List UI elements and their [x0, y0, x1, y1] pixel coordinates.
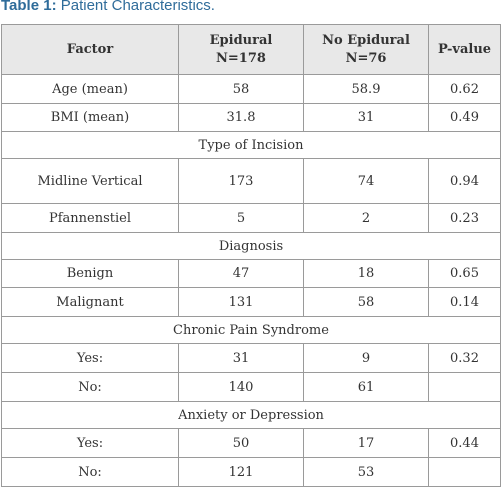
- table-row: No: 140 61: [1, 372, 501, 402]
- cell-pvalue: 0.23: [428, 203, 501, 233]
- table-row: Age (mean) 58 58.9 0.62: [1, 74, 501, 104]
- cell-factor: No:: [1, 457, 179, 487]
- header-epidural: Epidural N=178: [178, 24, 304, 75]
- cell-epidural: 140: [178, 372, 304, 402]
- table-row: Yes: 50 17 0.44: [1, 428, 501, 458]
- cell-no-epidural: 61: [303, 372, 429, 402]
- header-epidural-title: Epidural: [209, 32, 273, 48]
- cell-epidural: 121: [178, 457, 304, 487]
- cell-epidural: 31.8: [178, 103, 304, 132]
- table-row: Midline Vertical 173 74 0.94: [1, 158, 501, 204]
- cell-factor: Malignant: [1, 287, 179, 317]
- cell-no-epidural: 74: [303, 158, 429, 204]
- header-no-epidural: No Epidural N=76: [303, 24, 429, 75]
- cell-factor: BMI (mean): [1, 103, 179, 132]
- header-factor: Factor: [1, 24, 179, 75]
- cell-pvalue: 0.32: [428, 343, 501, 373]
- cell-epidural: 50: [178, 428, 304, 458]
- table-row: No: 121 53: [1, 457, 501, 487]
- cell-factor: Pfannenstiel: [1, 203, 179, 233]
- cell-no-epidural: 53: [303, 457, 429, 487]
- section-heading: Chronic Pain Syndrome: [1, 316, 501, 344]
- caption-text: Patient Characteristics.: [56, 0, 215, 14]
- cell-pvalue: 0.44: [428, 428, 501, 458]
- cell-epidural: 47: [178, 259, 304, 288]
- patient-characteristics-table: Factor Epidural N=178 No Epidural N=76 P…: [1, 24, 501, 487]
- cell-factor: Yes:: [1, 428, 179, 458]
- cell-epidural: 31: [178, 343, 304, 373]
- cell-factor: Benign: [1, 259, 179, 288]
- section-row: Anxiety or Depression: [1, 401, 501, 429]
- section-row: Type of Incision: [1, 131, 501, 159]
- header-no-epidural-title: No Epidural: [322, 32, 410, 48]
- table-row: Yes: 31 9 0.32: [1, 343, 501, 373]
- cell-no-epidural: 58.9: [303, 74, 429, 104]
- cell-epidural: 173: [178, 158, 304, 204]
- header-epidural-n: N=178: [216, 50, 266, 66]
- cell-no-epidural: 31: [303, 103, 429, 132]
- cell-no-epidural: 58: [303, 287, 429, 317]
- cell-factor: Age (mean): [1, 74, 179, 104]
- cell-factor: Midline Vertical: [1, 158, 179, 204]
- header-pvalue: P-value: [428, 24, 501, 75]
- cell-epidural: 5: [178, 203, 304, 233]
- cell-no-epidural: 18: [303, 259, 429, 288]
- section-row: Diagnosis: [1, 232, 501, 260]
- cell-no-epidural: 9: [303, 343, 429, 373]
- cell-epidural: 58: [178, 74, 304, 104]
- table-caption: Table 1: Patient Characteristics.: [1, 0, 215, 15]
- cell-epidural: 131: [178, 287, 304, 317]
- cell-pvalue: 0.49: [428, 103, 501, 132]
- cell-no-epidural: 17: [303, 428, 429, 458]
- cell-pvalue: 0.14: [428, 287, 501, 317]
- cell-pvalue: 0.65: [428, 259, 501, 288]
- cell-pvalue: 0.62: [428, 74, 501, 104]
- header-row: Factor Epidural N=178 No Epidural N=76 P…: [1, 24, 501, 75]
- section-row: Chronic Pain Syndrome: [1, 316, 501, 344]
- section-heading: Anxiety or Depression: [1, 401, 501, 429]
- header-no-epidural-n: N=76: [345, 50, 387, 66]
- cell-factor: No:: [1, 372, 179, 402]
- section-heading: Type of Incision: [1, 131, 501, 159]
- table-row: Malignant 131 58 0.14: [1, 287, 501, 317]
- cell-pvalue: [428, 372, 501, 402]
- cell-pvalue: 0.94: [428, 158, 501, 204]
- table-row: Benign 47 18 0.65: [1, 259, 501, 288]
- table-row: Pfannenstiel 5 2 0.23: [1, 203, 501, 233]
- section-heading: Diagnosis: [1, 232, 501, 260]
- table-row: BMI (mean) 31.8 31 0.49: [1, 103, 501, 132]
- cell-no-epidural: 2: [303, 203, 429, 233]
- cell-pvalue: [428, 457, 501, 487]
- cell-factor: Yes:: [1, 343, 179, 373]
- caption-label: Table 1:: [1, 0, 57, 14]
